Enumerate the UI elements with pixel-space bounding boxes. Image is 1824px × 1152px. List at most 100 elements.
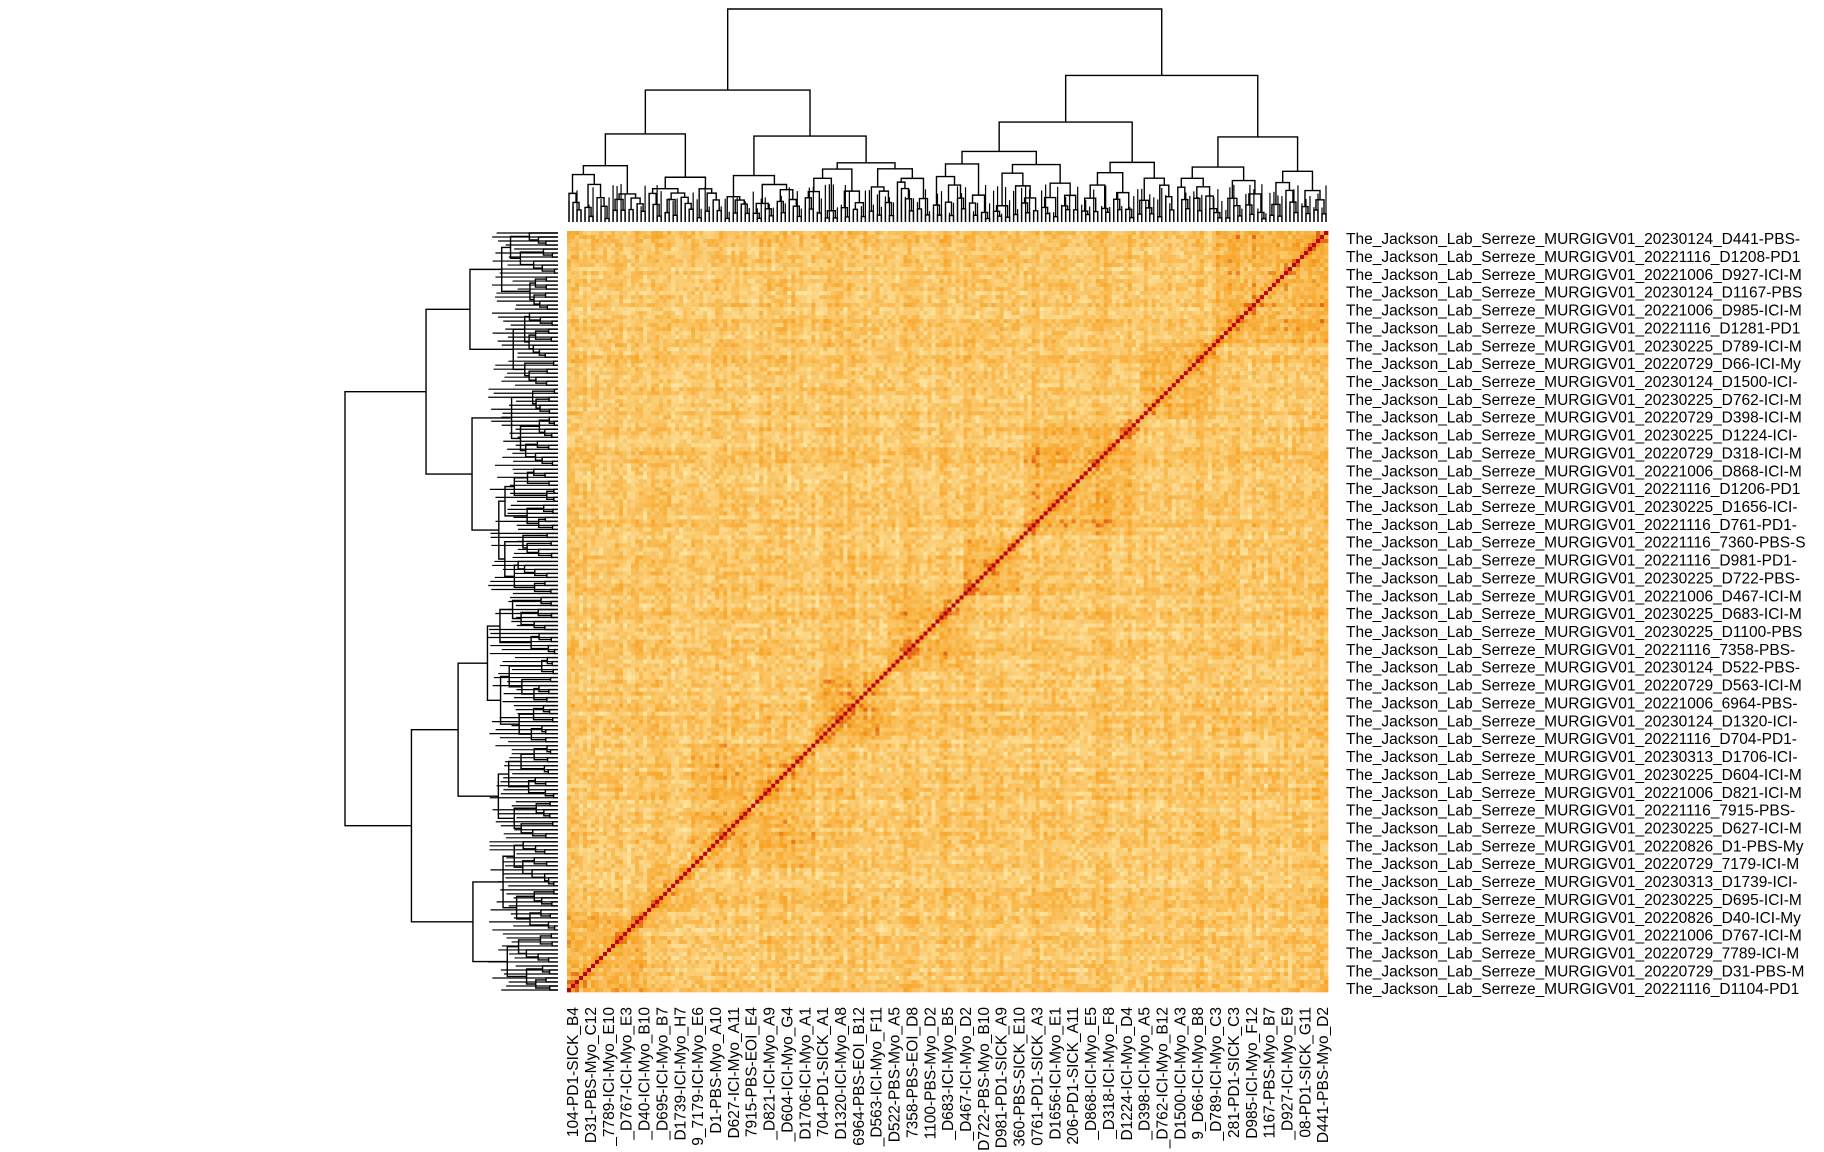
heatmap-cell (627, 315, 632, 320)
heatmap-cell (747, 247, 752, 252)
heatmap-cell (1051, 247, 1056, 252)
heatmap-cell (1055, 283, 1060, 288)
heatmap-cell (1267, 239, 1273, 244)
heatmap-cell (1063, 287, 1069, 292)
heatmap-cell (1027, 295, 1032, 300)
heatmap-cell (1203, 303, 1209, 308)
heatmap-cell (1319, 275, 1325, 280)
heatmap-cell (1307, 255, 1313, 260)
heatmap-cell (607, 251, 612, 256)
heatmap-cell (963, 279, 968, 284)
heatmap-cell (651, 267, 656, 272)
heatmap-cell (931, 287, 936, 292)
heatmap-cell (1179, 255, 1185, 260)
heatmap-cell (1255, 331, 1261, 336)
heatmap-cell (1135, 275, 1141, 280)
heatmap-cell (831, 235, 836, 240)
heatmap-cell (851, 319, 856, 324)
heatmap-cell (1123, 239, 1129, 244)
heatmap-cell (715, 279, 720, 284)
heatmap-cell (583, 235, 588, 240)
heatmap-cell (787, 307, 792, 312)
heatmap-cell (635, 271, 640, 276)
heatmap-cell (571, 259, 576, 264)
heatmap-cell (1107, 231, 1113, 236)
heatmap-cell (755, 299, 760, 304)
heatmap-cell (831, 295, 836, 300)
heatmap-cell (999, 239, 1004, 244)
heatmap-cell (1023, 307, 1028, 312)
heatmap-cell (963, 291, 968, 296)
heatmap-cell (711, 239, 716, 244)
heatmap-cell (1227, 271, 1233, 276)
heatmap-cell (971, 251, 976, 256)
heatmap-cell (739, 267, 744, 272)
heatmap-cell (691, 247, 696, 252)
heatmap-cell (627, 323, 632, 328)
heatmap-cell (1159, 291, 1165, 296)
heatmap-cell (971, 319, 976, 324)
heatmap-cell (743, 255, 748, 260)
heatmap-cell (759, 315, 764, 320)
heatmap-cell (1063, 235, 1069, 240)
heatmap-cell (1275, 295, 1281, 300)
heatmap-cell (1139, 307, 1145, 312)
heatmap-cell (647, 259, 652, 264)
heatmap-cell (1179, 259, 1185, 264)
heatmap-cell (1171, 331, 1177, 336)
heatmap-cell (1183, 267, 1189, 272)
heatmap-cell (675, 323, 680, 328)
heatmap-cell (1135, 279, 1141, 284)
heatmap-cell (771, 291, 776, 296)
heatmap-cell (991, 231, 996, 236)
heatmap-cell (1007, 331, 1012, 336)
heatmap-cell (939, 303, 944, 308)
heatmap-cell (1067, 295, 1073, 300)
heatmap-cell (963, 243, 968, 248)
heatmap-cell (611, 271, 616, 276)
heatmap-cell (755, 279, 760, 284)
heatmap-cell (599, 271, 604, 276)
heatmap-cell (591, 283, 596, 288)
heatmap-cell (1007, 323, 1012, 328)
heatmap-cell (991, 259, 996, 264)
heatmap-cell (999, 243, 1004, 248)
heatmap-cell (583, 267, 588, 272)
heatmap-cell (1311, 271, 1317, 276)
heatmap-cell (743, 259, 748, 264)
heatmap-cell (1055, 263, 1060, 268)
heatmap-cell (1175, 323, 1181, 328)
heatmap-cell (823, 283, 828, 288)
heatmap-cell (1043, 243, 1048, 248)
heatmap-cell (763, 275, 768, 280)
heatmap-cell (567, 283, 572, 288)
heatmap-cell (855, 283, 860, 288)
heatmap-cell (775, 327, 780, 332)
heatmap-cell (1063, 259, 1069, 264)
heatmap-cell (1031, 263, 1036, 268)
heatmap-cell (911, 235, 916, 240)
heatmap-cell (607, 239, 612, 244)
heatmap-cell (939, 267, 944, 272)
heatmap-cell (739, 271, 744, 276)
heatmap-cell (1199, 287, 1205, 292)
heatmap-cell (1255, 315, 1261, 320)
heatmap-cell (1039, 259, 1044, 264)
heatmap-cell (787, 287, 792, 292)
heatmap-cell (891, 283, 896, 288)
heatmap-cell (631, 247, 636, 252)
heatmap-cell (727, 291, 732, 296)
heatmap-cell (895, 259, 900, 264)
heatmap-cell (771, 319, 776, 324)
heatmap-cell (1147, 235, 1153, 240)
heatmap-cell (983, 331, 988, 336)
heatmap-cell (991, 235, 996, 240)
heatmap-cell (843, 295, 848, 300)
heatmap-cell (1035, 327, 1040, 332)
heatmap-cell (763, 251, 768, 256)
heatmap-cell (959, 263, 964, 268)
heatmap-cell (711, 307, 716, 312)
heatmap-cell (1291, 331, 1297, 336)
heatmap-cell (595, 299, 600, 304)
heatmap-cell (875, 319, 880, 324)
